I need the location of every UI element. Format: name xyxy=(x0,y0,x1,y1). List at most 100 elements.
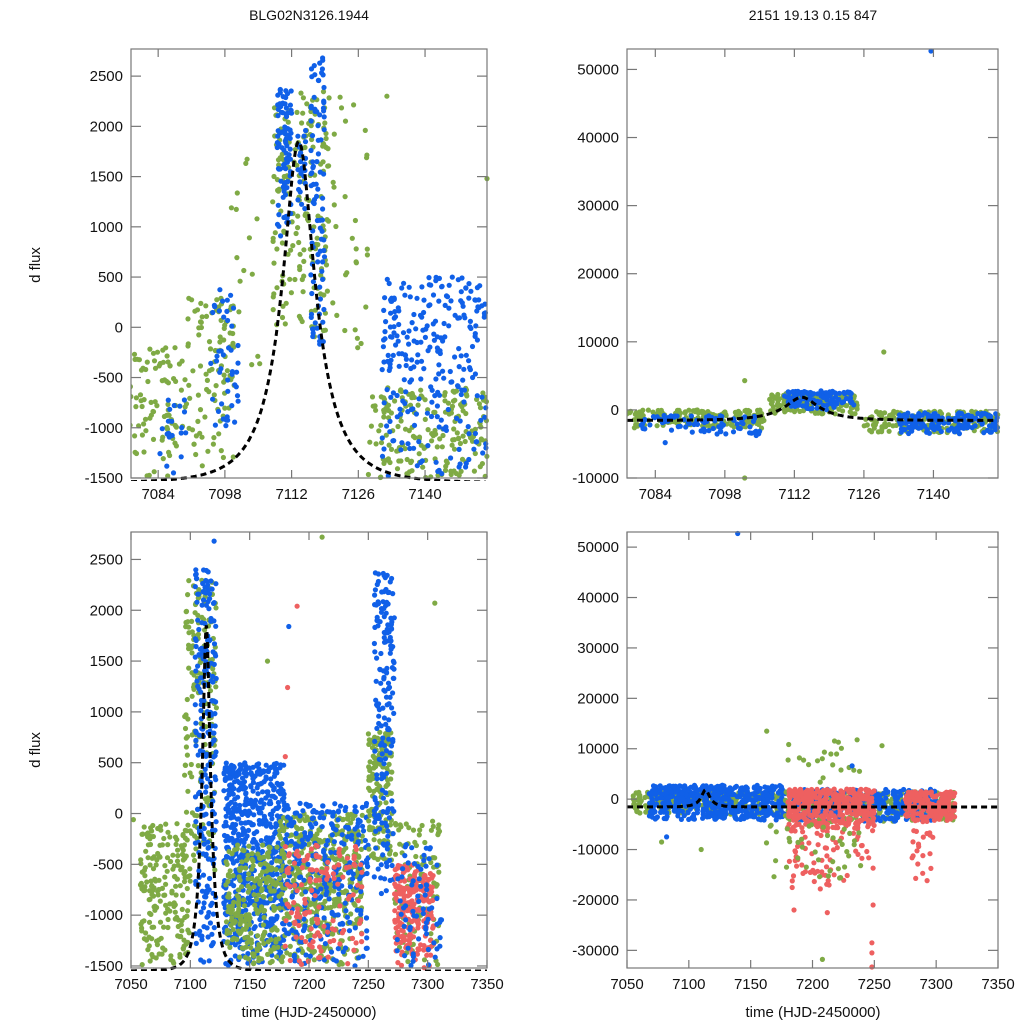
data-point-blue xyxy=(847,390,852,395)
data-point-red xyxy=(345,856,350,861)
data-point-green xyxy=(445,460,450,465)
data-point-green xyxy=(366,472,371,477)
data-point-green xyxy=(261,922,266,927)
data-point-blue xyxy=(374,656,379,661)
data-point-blue xyxy=(388,365,393,370)
data-point-blue xyxy=(240,812,245,817)
y-tick-label: -1500 xyxy=(85,470,123,487)
data-point-blue xyxy=(800,403,805,408)
data-point-green xyxy=(393,852,398,857)
data-point-green xyxy=(446,401,451,406)
data-point-green xyxy=(273,940,278,945)
data-point-blue xyxy=(466,358,471,363)
data-point-blue xyxy=(448,298,453,303)
data-point-green xyxy=(333,224,338,229)
data-point-green xyxy=(262,930,267,935)
data-point-green xyxy=(269,888,274,893)
data-point-blue xyxy=(792,404,797,409)
data-point-green xyxy=(180,359,185,364)
data-point-blue xyxy=(468,326,473,331)
data-point-blue xyxy=(205,840,210,845)
data-point-blue xyxy=(406,328,411,333)
data-point-blue xyxy=(425,411,430,416)
data-point-blue xyxy=(966,413,971,418)
data-point-green xyxy=(244,858,249,863)
data-point-blue xyxy=(380,367,385,372)
data-point-green xyxy=(374,787,379,792)
data-point-green xyxy=(184,854,189,859)
data-point-blue xyxy=(266,769,271,774)
data-point-green xyxy=(186,383,191,388)
data-point-blue xyxy=(466,431,471,436)
data-point-blue xyxy=(380,435,385,440)
data-point-blue xyxy=(958,423,963,428)
data-point-blue xyxy=(229,815,234,820)
data-point-green xyxy=(161,360,166,365)
data-point-blue xyxy=(212,774,217,779)
scatter-points xyxy=(131,535,444,971)
data-point-green xyxy=(165,842,170,847)
data-point-blue xyxy=(452,354,457,359)
data-point-green xyxy=(287,859,292,864)
data-point-blue xyxy=(358,889,363,894)
data-point-green xyxy=(398,824,403,829)
data-point-green xyxy=(270,959,275,964)
data-point-blue xyxy=(443,424,448,429)
data-point-blue xyxy=(303,139,308,144)
data-point-blue xyxy=(194,941,199,946)
data-point-green xyxy=(413,854,418,859)
data-point-green xyxy=(246,871,251,876)
data-point-blue xyxy=(299,202,304,207)
data-point-green xyxy=(196,325,201,330)
data-point-green xyxy=(280,315,285,320)
data-point-blue xyxy=(379,891,384,896)
data-point-green xyxy=(297,314,302,319)
data-point-green xyxy=(185,697,190,702)
data-point-blue xyxy=(380,852,385,857)
data-point-red xyxy=(358,862,363,867)
data-point-blue xyxy=(436,299,441,304)
data-point-green xyxy=(154,955,159,960)
data-point-blue xyxy=(272,786,277,791)
data-point-green xyxy=(422,840,427,845)
data-point-blue xyxy=(390,737,395,742)
data-point-red xyxy=(350,936,355,941)
data-point-blue xyxy=(319,70,324,75)
data-point-blue xyxy=(375,582,380,587)
data-point-green xyxy=(186,900,191,905)
data-point-green xyxy=(173,423,178,428)
data-point-blue xyxy=(386,717,391,722)
data-point-green xyxy=(162,875,167,880)
data-point-red xyxy=(359,870,364,875)
data-point-blue xyxy=(167,407,172,412)
data-point-blue xyxy=(251,789,256,794)
data-point-green xyxy=(322,120,327,125)
data-point-blue xyxy=(389,335,394,340)
data-point-blue xyxy=(435,349,440,354)
data-point-red xyxy=(337,853,342,858)
data-point-red xyxy=(332,927,337,932)
data-point-green xyxy=(353,218,358,223)
data-point-green xyxy=(241,268,246,273)
data-point-green xyxy=(168,859,173,864)
data-point-blue xyxy=(379,771,384,776)
data-point-green xyxy=(225,941,230,946)
data-point-blue xyxy=(213,723,218,728)
data-point-green xyxy=(452,398,457,403)
data-point-green xyxy=(242,935,247,940)
data-point-green xyxy=(255,933,260,938)
data-point-blue xyxy=(340,832,345,837)
data-point-blue xyxy=(214,354,219,359)
data-point-green xyxy=(395,466,400,471)
data-point-blue xyxy=(251,926,256,931)
data-point-green xyxy=(151,437,156,442)
data-point-blue xyxy=(320,196,325,201)
data-point-blue xyxy=(423,335,428,340)
data-point-green xyxy=(168,363,173,368)
data-point-blue xyxy=(246,809,251,814)
data-point-blue xyxy=(956,411,961,416)
data-point-green xyxy=(213,684,218,689)
data-point-blue xyxy=(391,676,396,681)
data-point-blue xyxy=(379,862,384,867)
data-point-green xyxy=(196,632,201,637)
